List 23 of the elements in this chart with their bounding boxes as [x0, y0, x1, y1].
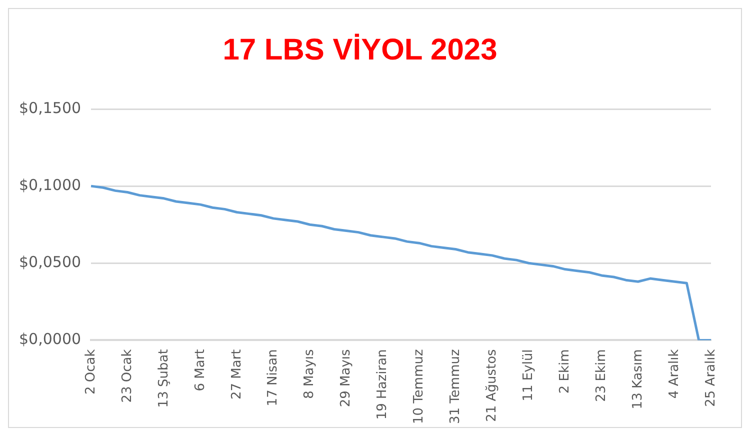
y-tick-label: $0,0000: [19, 330, 82, 348]
y-tick-label: $0,0500: [19, 253, 82, 272]
x-tick-label: 13 Şubat: [156, 349, 172, 408]
x-tick-label: 8 Mayıs: [302, 348, 318, 399]
x-tick-label: 31 Temmuz: [448, 349, 464, 424]
x-tick-label: 25 Aralık: [703, 348, 718, 407]
x-tick-label: 23 Ekim: [594, 349, 609, 402]
x-tick-label: 6 Mart: [192, 349, 208, 392]
y-tick-label: $0,1000: [19, 176, 82, 194]
x-tick-label: 2 Ocak: [83, 348, 98, 394]
x-tick-label: 29 Mayıs: [338, 348, 354, 408]
y-tick-label: $0,1500: [19, 98, 82, 117]
x-tick-label: 23 Ocak: [120, 348, 135, 403]
x-tick-label: 13 Kasım: [630, 349, 646, 410]
x-tick-label: 19 Haziran: [375, 349, 390, 420]
x-tick-label: 2 Ekim: [558, 349, 572, 394]
x-tick-label: 10 Temmuz: [412, 349, 427, 424]
x-tick-label: 4 Aralık: [666, 348, 682, 399]
x-tick-label: 11 Eylül: [521, 349, 536, 402]
x-tick-label: 17 Nisan: [266, 349, 281, 406]
x-tick-label: 27 Mart: [229, 349, 244, 400]
x-tick-label: 21 Ağustos: [484, 348, 500, 422]
chart-title: 17 LBS VİYOL 2023: [222, 33, 498, 66]
